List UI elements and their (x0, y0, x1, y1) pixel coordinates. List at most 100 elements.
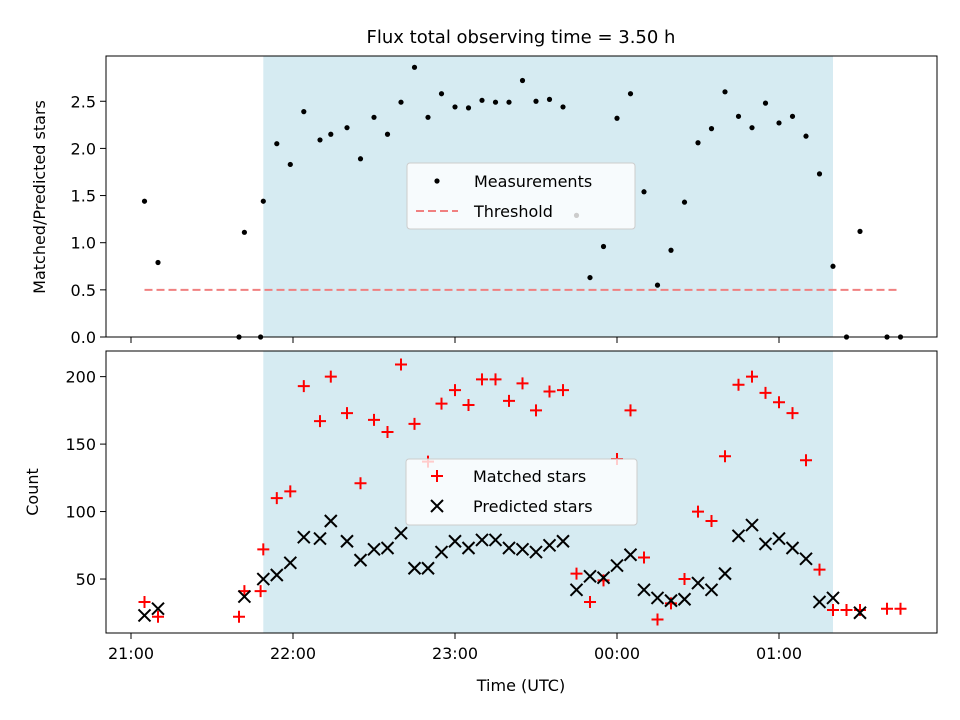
predicted-star-point (461, 541, 476, 555)
y-tick-label: 0.5 (71, 281, 96, 300)
bottom-legend-box (405, 458, 638, 526)
x-tick-label: 22:00 (270, 644, 316, 663)
measurement-point (274, 141, 280, 147)
top-legend-box (406, 162, 636, 230)
measurement-point (546, 96, 553, 102)
bottom-panel-frame (105, 350, 938, 634)
predicted-star-point (421, 561, 435, 575)
predicted-star-point (583, 569, 597, 584)
matched-star-point (570, 567, 583, 580)
predicted-star-point (237, 589, 252, 604)
matched-star-point (800, 454, 812, 467)
matched-star-point (746, 370, 758, 383)
measurement-point (654, 282, 661, 288)
matched-star-point (516, 377, 529, 390)
matched-star-point (894, 602, 907, 615)
measurement-point (425, 114, 431, 120)
measurement-point (519, 77, 526, 84)
matched-star-point (773, 396, 785, 409)
predicted-star-point (691, 576, 705, 590)
y-tick-label: 1.0 (71, 234, 96, 253)
bottom-panel: 50 100 150 200 21:00 22:00 23:00 00:00 01:00 Co… (23, 350, 938, 695)
measurement-point (452, 104, 458, 110)
predicted-star-point (380, 541, 395, 555)
measurement-point (735, 113, 742, 119)
measurement-point (695, 140, 701, 146)
predicted-star-point (137, 608, 152, 623)
top-panel: 0.0 0.5 1.0 1.5 2.0 2.5 Matched/Predicted sta… (30, 55, 938, 347)
matched-star-point (557, 384, 569, 397)
top-y-axis-label: Matched/Predicted stars (30, 100, 49, 294)
measurement-point (357, 156, 364, 162)
measurement-point (789, 113, 796, 119)
x-tick-label: 23:00 (432, 644, 478, 663)
legend-marker-matched-stars (431, 470, 443, 482)
matched-star-point (584, 595, 596, 608)
predicted-star-point (853, 606, 867, 620)
measurement-point (155, 259, 161, 266)
predicted-star-point (407, 561, 422, 575)
predicted-star-point (515, 542, 530, 557)
measurement-point (533, 98, 539, 104)
measurement-point (506, 99, 512, 105)
predicted-star-point (623, 548, 638, 562)
measurement-point (301, 109, 307, 115)
predicted-star-point (542, 538, 557, 553)
matched-star-point (705, 515, 718, 528)
x-axis-label: Time (UTC) (476, 676, 565, 695)
measurement-point (681, 199, 688, 205)
predicted-star-point (556, 534, 570, 548)
matched-star-point (624, 404, 637, 417)
matched-star-point (678, 573, 691, 586)
predicted-star-point (745, 518, 759, 532)
y-tick-label: 150 (65, 435, 96, 454)
matched-star-point (638, 551, 650, 564)
predicted-star-point (664, 593, 678, 608)
predicted-star-point (610, 558, 624, 573)
matched-star-point (284, 485, 297, 498)
measurement-point (749, 125, 755, 131)
top-y-axis-ticks: 0.0 0.5 1.0 1.5 2.0 2.5 (71, 92, 106, 347)
predicted-star-point (529, 545, 543, 559)
measurement-point (803, 133, 809, 139)
predicted-star-point (340, 534, 354, 548)
predicted-star-point (270, 568, 284, 582)
matched-star-point (270, 492, 283, 505)
chart-title: Flux total observing time = 3.50 h (367, 27, 676, 48)
measurement-point (241, 229, 247, 235)
measurement-point (641, 189, 647, 195)
top-legend: Measurements Threshold (406, 162, 636, 230)
matched-star-point (692, 505, 704, 518)
y-tick-label: 1.5 (71, 187, 96, 206)
bottom-x-axis-ticks: 21:00 22:00 23:00 00:00 01:00 (108, 633, 802, 663)
measurement-point (614, 115, 620, 121)
bottom-legend: Matched stars Predicted stars (405, 458, 638, 526)
predicted-star-point (283, 556, 298, 570)
measurement-point (384, 131, 391, 137)
measurement-point (411, 64, 418, 70)
measurement-point (438, 91, 445, 97)
matched-star-point (476, 373, 488, 386)
matched-star-point (257, 543, 270, 556)
measurement-point (776, 120, 782, 126)
matched-star-point (543, 385, 556, 398)
predicted-star-point (785, 541, 800, 555)
predicted-star-point (677, 592, 692, 606)
measurement-point (587, 274, 593, 281)
matched-star-point (233, 610, 245, 623)
matched-star-point (786, 407, 799, 420)
measurement-point (344, 125, 350, 131)
matched-star-point (324, 370, 337, 383)
matched-star-point (368, 413, 380, 426)
matched-star-point (297, 380, 310, 393)
matched-star-point (840, 604, 853, 617)
predicted-star-point (731, 529, 746, 543)
predicted-star-point (434, 545, 449, 559)
predicted-star-point (394, 526, 408, 540)
measurement-point (398, 99, 404, 105)
measurement-point (560, 104, 566, 110)
predicted-star-point (475, 533, 489, 547)
measurement-point (260, 198, 266, 204)
measurement-point (816, 171, 823, 177)
